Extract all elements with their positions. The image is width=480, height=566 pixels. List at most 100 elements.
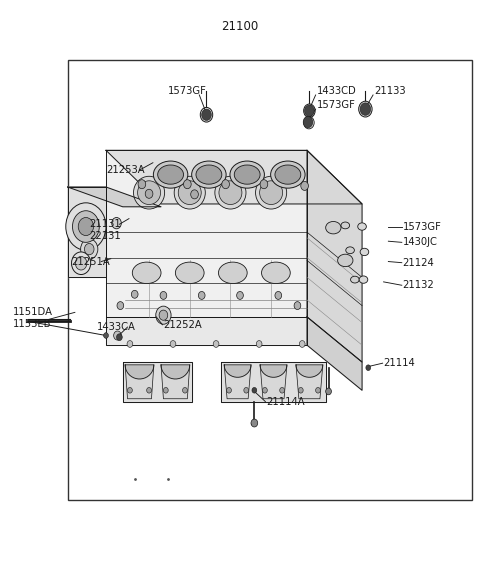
Circle shape: [256, 341, 262, 348]
Ellipse shape: [271, 161, 305, 188]
Text: 1151DA: 1151DA: [12, 307, 53, 318]
Ellipse shape: [358, 223, 366, 230]
Ellipse shape: [360, 248, 369, 256]
Circle shape: [260, 179, 268, 188]
Polygon shape: [106, 317, 307, 345]
Ellipse shape: [174, 176, 205, 209]
Ellipse shape: [346, 247, 354, 254]
Polygon shape: [125, 365, 154, 398]
Circle shape: [170, 341, 176, 348]
Circle shape: [213, 341, 219, 348]
Polygon shape: [296, 365, 323, 398]
Text: 21124: 21124: [403, 258, 434, 268]
Text: 1573GF: 1573GF: [403, 221, 442, 231]
Ellipse shape: [337, 254, 353, 267]
Ellipse shape: [157, 165, 183, 184]
Ellipse shape: [350, 276, 359, 283]
Circle shape: [359, 101, 372, 117]
Text: 1430JC: 1430JC: [403, 237, 438, 247]
Circle shape: [325, 388, 331, 395]
Circle shape: [183, 179, 191, 188]
Polygon shape: [260, 365, 287, 378]
Circle shape: [128, 388, 132, 393]
Polygon shape: [307, 317, 362, 391]
Text: 21114: 21114: [384, 358, 415, 368]
Polygon shape: [224, 365, 251, 398]
Text: 21252A: 21252A: [163, 320, 202, 330]
Circle shape: [227, 388, 231, 393]
Polygon shape: [260, 365, 287, 398]
Text: 1433CA: 1433CA: [96, 322, 135, 332]
Circle shape: [156, 306, 171, 324]
Ellipse shape: [175, 262, 204, 284]
Polygon shape: [68, 187, 161, 207]
Polygon shape: [68, 187, 106, 277]
Circle shape: [160, 291, 167, 299]
Circle shape: [117, 334, 122, 341]
Ellipse shape: [138, 181, 160, 204]
Circle shape: [132, 290, 138, 298]
Polygon shape: [224, 365, 251, 378]
Polygon shape: [221, 362, 326, 401]
Circle shape: [66, 203, 106, 250]
Circle shape: [263, 388, 267, 393]
Circle shape: [237, 291, 243, 299]
Circle shape: [84, 243, 94, 255]
Polygon shape: [161, 365, 190, 379]
Circle shape: [202, 109, 211, 121]
Text: 1433CD: 1433CD: [317, 86, 356, 96]
Circle shape: [147, 388, 152, 393]
Text: 21100: 21100: [221, 20, 259, 33]
Text: 1153EB: 1153EB: [12, 319, 51, 329]
Ellipse shape: [215, 176, 246, 209]
Text: 21131: 21131: [89, 219, 121, 229]
Circle shape: [182, 388, 187, 393]
Ellipse shape: [230, 161, 264, 188]
Circle shape: [251, 419, 258, 427]
Circle shape: [280, 388, 285, 393]
Circle shape: [300, 341, 305, 348]
Circle shape: [252, 388, 257, 393]
Polygon shape: [106, 151, 307, 317]
Text: 21253A: 21253A: [106, 165, 144, 175]
Text: 21114A: 21114A: [266, 397, 305, 406]
Circle shape: [145, 189, 153, 198]
Circle shape: [304, 104, 315, 118]
Circle shape: [316, 388, 321, 393]
Ellipse shape: [132, 262, 161, 284]
Polygon shape: [125, 365, 154, 379]
Circle shape: [198, 291, 205, 299]
Ellipse shape: [325, 221, 341, 234]
Ellipse shape: [275, 165, 301, 184]
Circle shape: [117, 302, 124, 310]
Circle shape: [305, 105, 314, 117]
Circle shape: [222, 179, 229, 188]
Ellipse shape: [154, 161, 188, 188]
Ellipse shape: [196, 165, 222, 184]
Circle shape: [72, 252, 91, 275]
Circle shape: [81, 239, 98, 259]
Polygon shape: [123, 362, 192, 401]
Ellipse shape: [133, 176, 165, 209]
Circle shape: [112, 217, 121, 229]
Circle shape: [138, 179, 146, 188]
Text: 21132: 21132: [403, 280, 434, 290]
Circle shape: [72, 211, 99, 242]
Circle shape: [304, 117, 314, 129]
Circle shape: [127, 341, 133, 348]
Circle shape: [299, 388, 303, 393]
Text: 21251A: 21251A: [72, 256, 110, 267]
Ellipse shape: [219, 181, 242, 204]
Circle shape: [191, 190, 198, 199]
Polygon shape: [307, 151, 362, 362]
Circle shape: [366, 365, 371, 371]
Ellipse shape: [192, 161, 226, 188]
Polygon shape: [161, 365, 190, 398]
Polygon shape: [106, 151, 362, 204]
Ellipse shape: [260, 181, 283, 204]
Circle shape: [275, 291, 282, 299]
Circle shape: [301, 181, 309, 190]
Text: 1573GF: 1573GF: [168, 86, 207, 96]
Ellipse shape: [262, 262, 290, 284]
Circle shape: [163, 388, 168, 393]
